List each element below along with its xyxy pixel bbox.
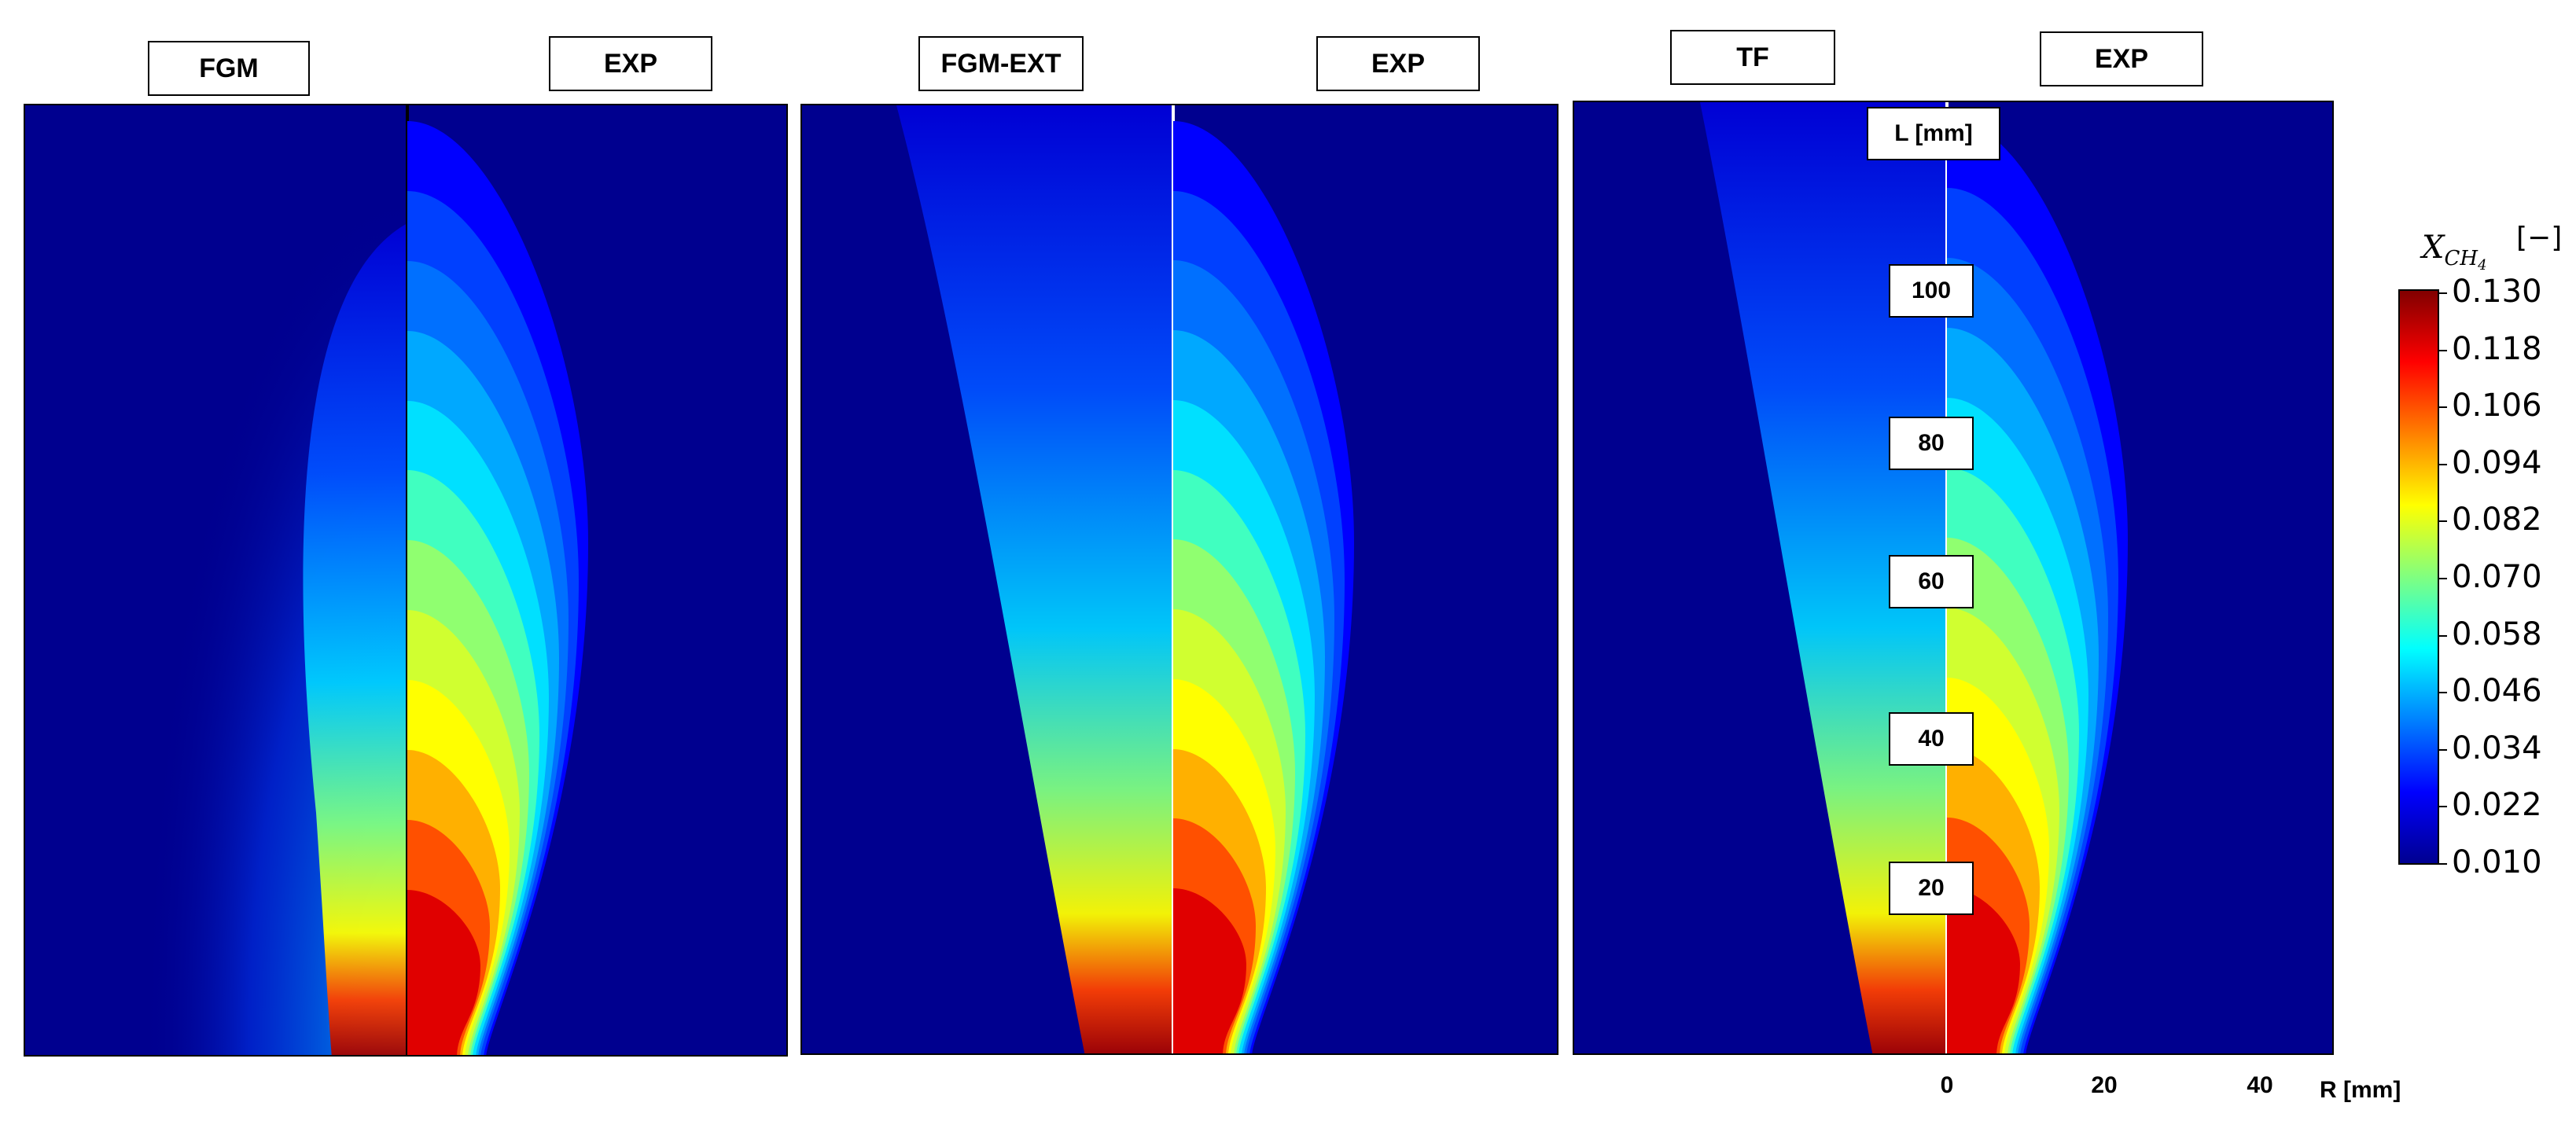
axis-l-tick-20: 20 <box>1889 862 1974 915</box>
exp-contour-band <box>407 890 480 1055</box>
colorbar-title-sub: CH <box>2444 247 2478 270</box>
axis-r-tick-0: 0 <box>1940 1072 1954 1098</box>
colorbar-tick-mark <box>2439 863 2447 865</box>
colorbar-unit: [−] <box>2516 222 2563 254</box>
panel1-left-label: FGM <box>148 41 310 96</box>
axis-l-tick-100: 100 <box>1889 264 1974 318</box>
axis-l-title: L [mm] <box>1867 107 2000 160</box>
axis-l-tick-60: 60 <box>1889 555 1974 608</box>
axis-r-tick-40: 40 <box>2247 1072 2273 1098</box>
panel-fgm-vs-exp <box>24 104 788 1057</box>
axis-l-tick-40: 40 <box>1889 712 1974 766</box>
colorbar-tick-label: 0.058 <box>2452 616 2542 652</box>
panel3-plot <box>1574 102 2128 1053</box>
colorbar-title-main: X <box>2422 230 2445 266</box>
colorbar-tick-mark <box>2439 520 2447 523</box>
colorbar-tick-mark <box>2439 634 2447 637</box>
colorbar <box>2398 289 2439 865</box>
colorbar-tick-label: 0.094 <box>2452 444 2542 481</box>
sim-jet-fgmext <box>896 105 1173 1053</box>
colorbar-tick-label: 0.130 <box>2452 274 2542 310</box>
panel1-right-label: EXP <box>549 36 712 91</box>
axis-r-title: R [mm] <box>2320 1077 2401 1103</box>
exp-contours-1 <box>407 121 588 1055</box>
colorbar-tick-mark <box>2439 748 2447 751</box>
colorbar-tick-mark <box>2439 406 2447 409</box>
colorbar-tick-mark <box>2439 806 2447 808</box>
colorbar-tick-label: 0.106 <box>2452 388 2542 424</box>
sim-jet-tf <box>1700 102 1947 1053</box>
colorbar-title-subsub: 4 <box>2478 257 2487 274</box>
exp-contour-band <box>1173 888 1246 1053</box>
exp-contours-2 <box>1173 121 1354 1053</box>
colorbar-title: XCH4 <box>2422 230 2487 274</box>
exp-contours-3 <box>1947 118 2128 1053</box>
colorbar-tick-label: 0.082 <box>2452 502 2542 538</box>
colorbar-tick-label: 0.070 <box>2452 559 2542 595</box>
axis-l-tick-80: 80 <box>1889 417 1974 470</box>
colorbar-tick-mark <box>2439 578 2447 579</box>
panel-fgmext-vs-exp <box>800 104 1558 1055</box>
colorbar-tick-mark <box>2439 463 2447 465</box>
exp-contour-band <box>1947 888 2020 1053</box>
colorbar-fill <box>2398 289 2439 865</box>
panel2-right-label: EXP <box>1316 36 1480 91</box>
colorbar-tick-label: 0.010 <box>2452 844 2542 880</box>
panel2-plot <box>802 105 1354 1053</box>
colorbar-tick-label: 0.118 <box>2452 330 2542 367</box>
colorbar-tick-label: 0.034 <box>2452 730 2542 766</box>
colorbar-tick-label: 0.046 <box>2452 673 2542 710</box>
colorbar-tick-mark <box>2439 692 2447 694</box>
axis-r-tick-20: 20 <box>2091 1072 2118 1098</box>
colorbar-tick-label: 0.022 <box>2452 787 2542 824</box>
sim-jet-fgm <box>303 223 407 1055</box>
colorbar-tick-mark <box>2439 349 2447 351</box>
panel3-right-label: EXP <box>2040 31 2203 86</box>
panel2-left-label: FGM-EXT <box>918 36 1084 91</box>
panel1-plot <box>25 105 588 1055</box>
colorbar-tick-mark <box>2439 292 2447 294</box>
panel3-left-label: TF <box>1670 30 1835 85</box>
